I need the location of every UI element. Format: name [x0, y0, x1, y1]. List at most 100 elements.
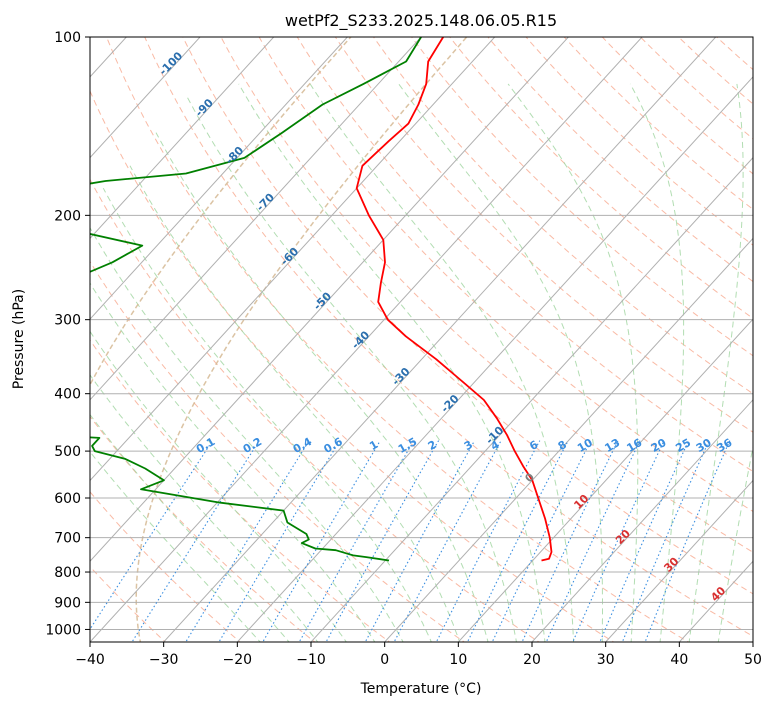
isotherm-line — [90, 37, 275, 240]
dry-adiabat — [677, 37, 753, 105]
moist-adiabat — [717, 444, 753, 642]
mixing-ratio-line — [325, 440, 440, 642]
plot-area: -100-90-80-70-60-50-40-30-20-10010203040… — [0, 24, 775, 645]
plot-frame — [89, 36, 754, 643]
isotherm-line — [90, 37, 349, 320]
dry-adiabat — [449, 37, 753, 319]
isotherm-label: -100 — [157, 49, 186, 78]
x-tick-label: 40 — [670, 652, 688, 668]
mixing-ratio-line — [545, 440, 641, 642]
moist-adiabat — [688, 83, 744, 642]
special-curve — [135, 37, 468, 642]
y-tick-label: 500 — [54, 444, 81, 460]
warm-isotherm-label: 10 — [571, 492, 591, 512]
mixing-ratio-line — [599, 440, 690, 642]
moist-adiabat — [90, 330, 347, 642]
isotherm-line — [90, 37, 422, 401]
dry-adiabat — [90, 260, 466, 642]
moist-adiabat — [102, 187, 432, 642]
x-tick-label: 10 — [449, 652, 467, 668]
y-axis: 100 200 300 400 500 600 700 800 900 1000 — [45, 30, 90, 638]
moist-adiabat — [90, 450, 261, 642]
mixing-ratio-line — [90, 440, 214, 631]
sounding-line — [355, 37, 553, 562]
x-tick-label: 20 — [523, 652, 541, 668]
isotherm-line — [752, 641, 753, 642]
moist-adiabat — [90, 374, 319, 642]
mixing-ratio-line — [621, 440, 710, 642]
isotherm-label: -70 — [254, 190, 277, 213]
isotherm-line — [678, 560, 753, 642]
isotherm-label: -30 — [389, 365, 412, 388]
mixing-ratio-label: 25 — [673, 436, 693, 455]
isotherm-label: -50 — [311, 289, 334, 312]
moist-adiabat — [507, 83, 639, 642]
x-tick-label: −30 — [149, 652, 179, 668]
dry-adiabat — [742, 25, 775, 644]
mixing-ratio-line — [131, 440, 260, 642]
mixing-ratio-label: 16 — [625, 436, 645, 455]
isotherm-line — [383, 237, 753, 642]
mixing-ratio-line — [435, 440, 541, 642]
isotherm-line — [0, 24, 65, 645]
mixing-ratio-label: 13 — [602, 436, 622, 455]
dry-adiabat — [525, 37, 753, 246]
isotherm-line — [162, 37, 717, 642]
mixing-ratio-label: 10 — [575, 436, 595, 455]
dry-adiabat — [90, 178, 540, 642]
moist-adiabat — [90, 413, 290, 642]
mixing-ratio-line — [644, 440, 731, 642]
dry-adiabat — [106, 37, 690, 642]
mixing-ratio-line — [521, 440, 619, 642]
x-tick-label: −20 — [223, 652, 253, 668]
dry-adiabat — [563, 37, 753, 210]
mixing-ratio-label: 0.4 — [291, 435, 315, 456]
dry-adiabat — [411, 37, 753, 357]
y-tick-label: 1000 — [45, 622, 81, 638]
isotherm-line — [90, 37, 570, 563]
isotherm-line — [531, 399, 753, 642]
y-axis-label: Pressure (hPa) — [11, 289, 27, 389]
dry-adiabat — [372, 37, 753, 395]
y-tick-label: 100 — [54, 30, 81, 46]
mixing-ratio-label: 20 — [649, 436, 669, 455]
isotherm-line — [90, 37, 643, 642]
dry-adiabat — [90, 89, 615, 642]
mixing-ratio-label: 1.5 — [396, 435, 419, 456]
mixing-ratio-label: 30 — [694, 436, 714, 455]
warm-isotherm-label: 20 — [613, 527, 633, 547]
mixing-ratio-line — [364, 440, 476, 642]
mixing-ratio-label: 0.1 — [194, 435, 217, 456]
y-tick-label: 400 — [54, 387, 81, 403]
sounding-line — [90, 37, 422, 562]
isotherm-label: -60 — [278, 245, 301, 268]
dry-adiabat — [258, 37, 753, 513]
x-axis-label: Temperature (°C) — [360, 681, 482, 697]
isotherm-line — [236, 76, 753, 642]
dry-adiabat — [334, 37, 753, 433]
moist-adiabat — [90, 226, 404, 642]
dry-adiabat — [296, 37, 753, 473]
moist-adiabat — [185, 94, 518, 642]
dry-adiabat — [90, 415, 316, 642]
warm-isotherm-label: 40 — [708, 584, 728, 604]
isotherm-line — [90, 37, 201, 159]
x-tick-label: −40 — [75, 652, 105, 668]
dry-adiabat — [90, 339, 391, 642]
y-tick-label: 700 — [54, 531, 81, 547]
isotherm-label: -90 — [193, 96, 216, 119]
dry-adiabat — [182, 37, 753, 595]
isotherm-line — [90, 37, 496, 482]
y-tick-label: 900 — [54, 595, 81, 611]
moist-adiabat — [309, 83, 575, 642]
dry-adiabat — [220, 37, 753, 553]
dry-adiabat — [639, 37, 753, 140]
moist-adiabat — [629, 83, 685, 642]
x-tick-label: −10 — [296, 652, 326, 668]
y-tick-label: 600 — [54, 491, 81, 507]
mixing-ratio-line — [262, 440, 381, 642]
dry-adiabat — [601, 37, 753, 175]
chart-title: wetPf2_S233.2025.148.06.05.R15 — [285, 11, 557, 31]
mixing-ratio-label: 0.6 — [322, 435, 346, 456]
